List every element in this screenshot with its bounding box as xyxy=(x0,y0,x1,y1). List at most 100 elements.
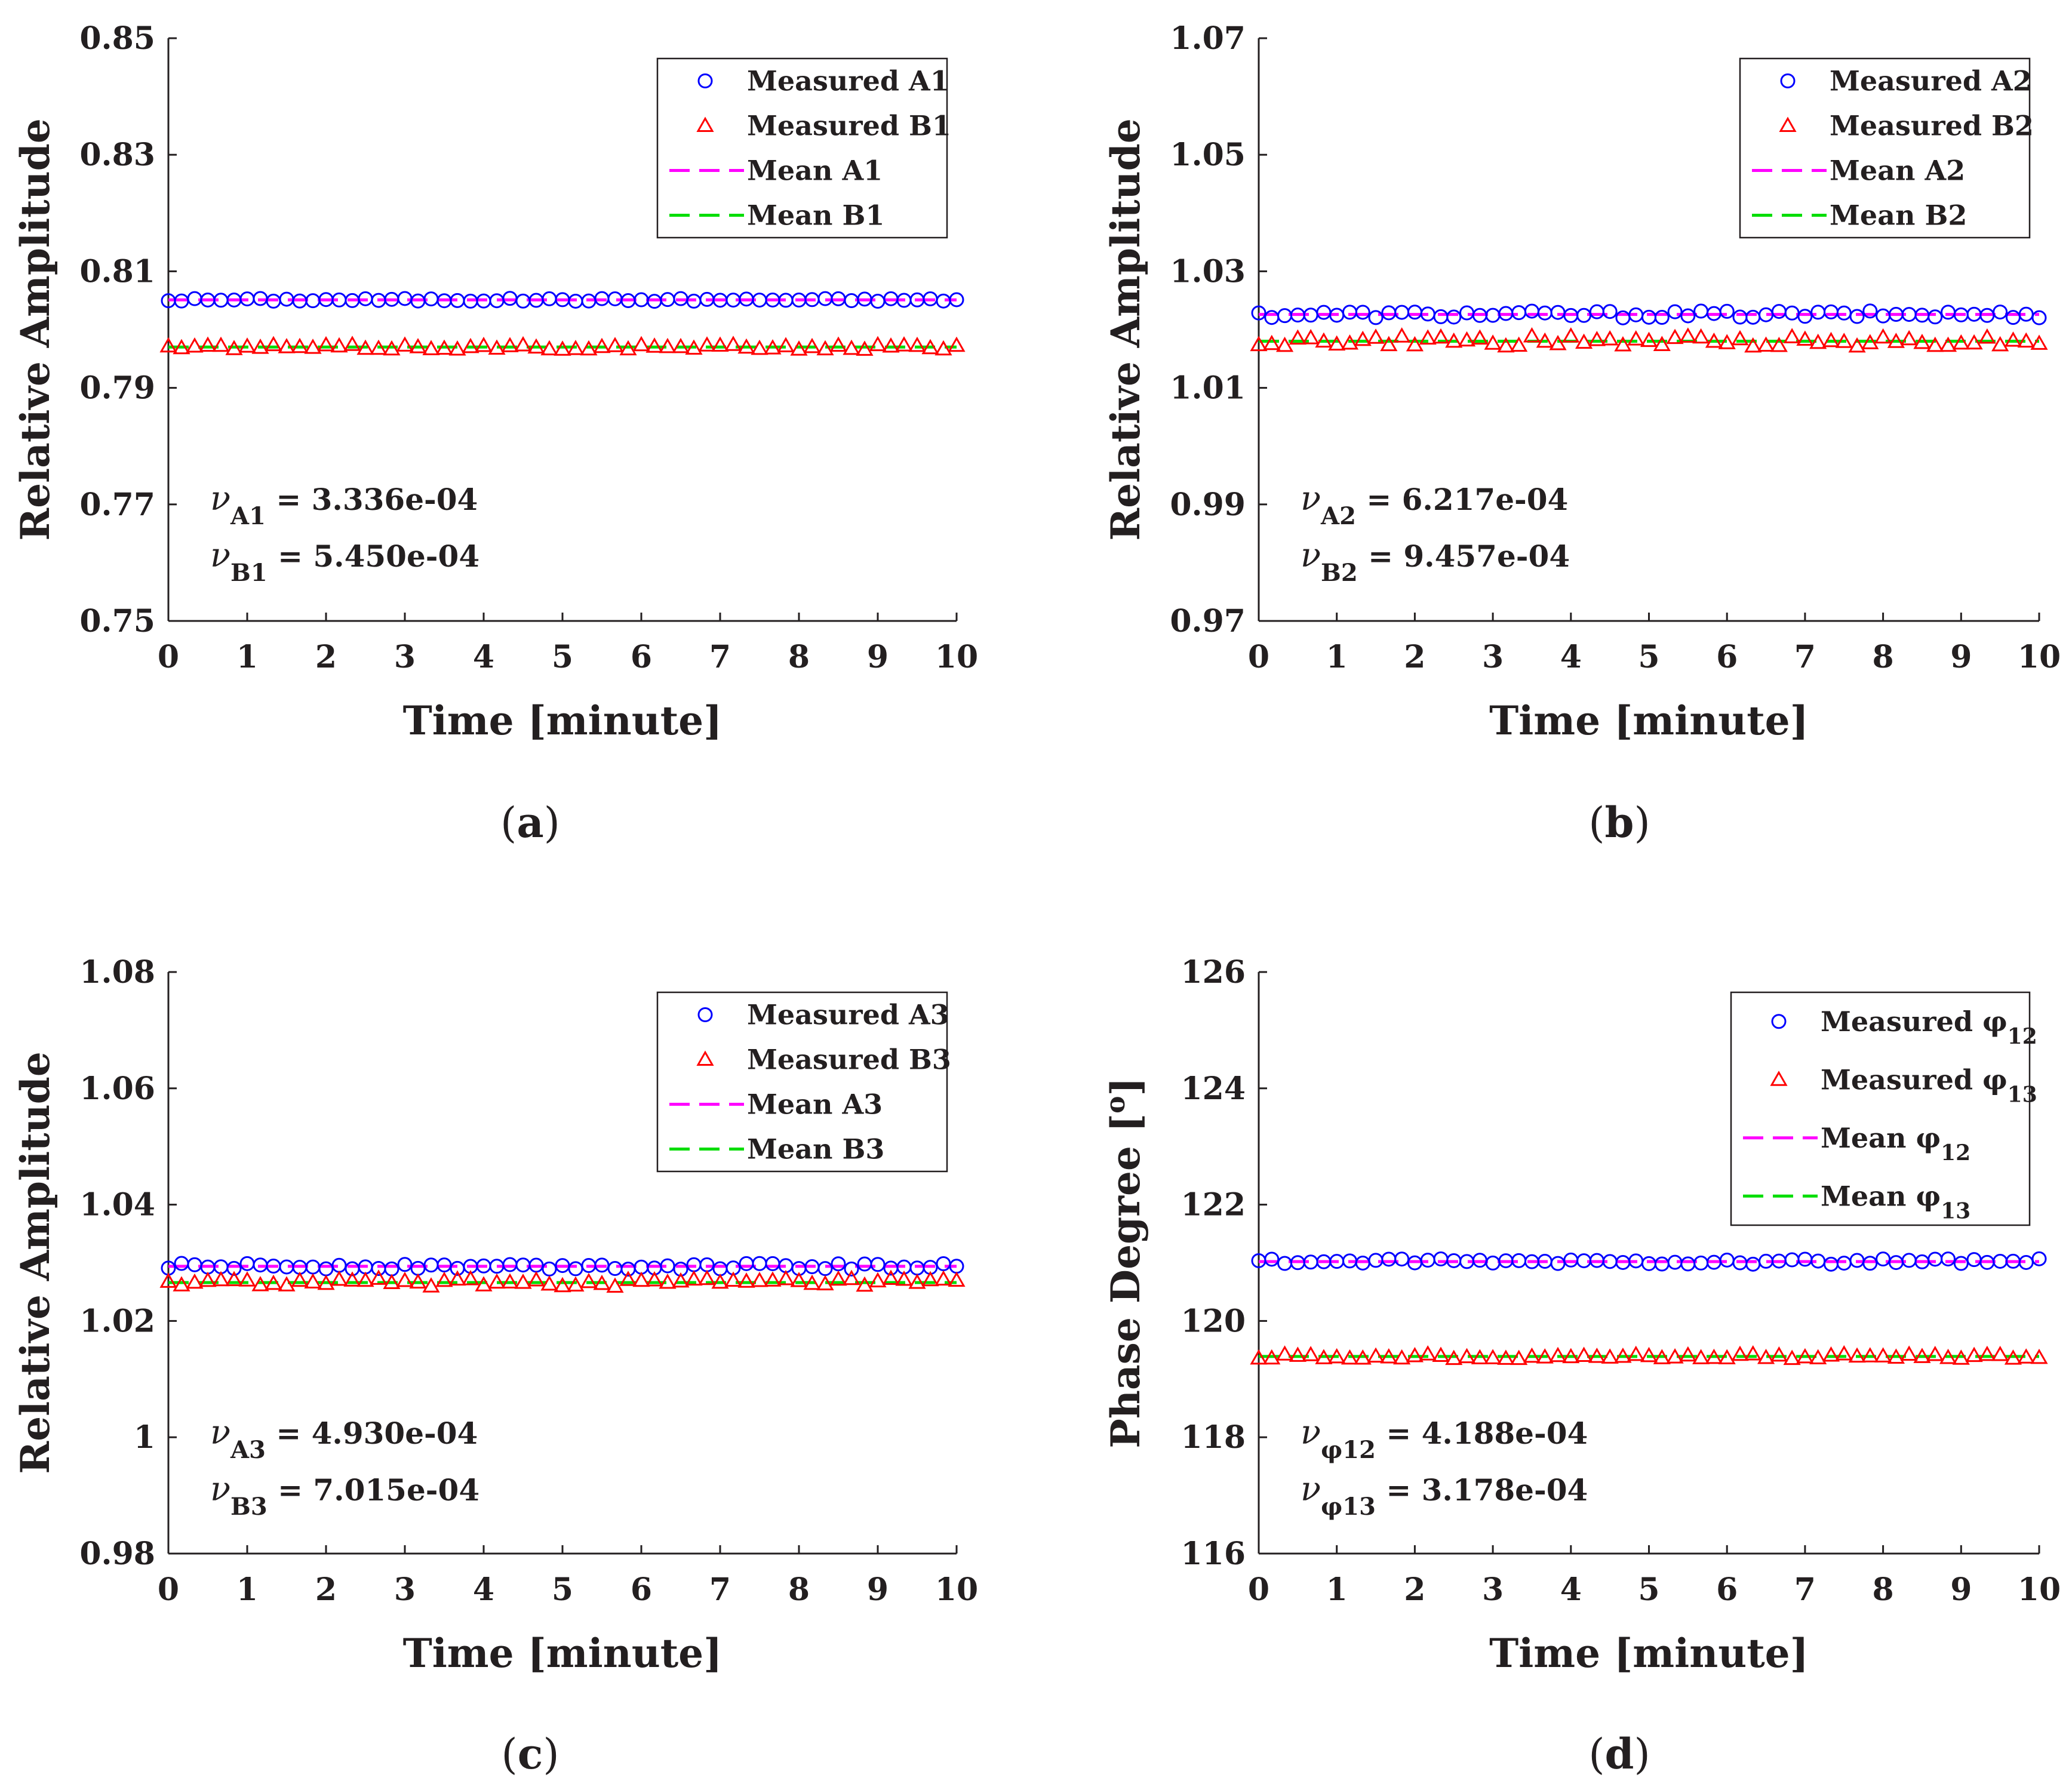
data-point xyxy=(356,339,374,355)
data-point xyxy=(1510,1349,1528,1365)
data-point xyxy=(593,337,611,353)
data-point xyxy=(540,340,558,356)
data-point xyxy=(764,1271,782,1287)
x-tick-label: 4 xyxy=(1560,639,1582,675)
data-point xyxy=(1315,332,1333,348)
data-point xyxy=(159,1272,177,1288)
legend-marker-circle xyxy=(1771,1014,1787,1029)
data-point xyxy=(1341,334,1359,350)
data-point xyxy=(869,1272,887,1288)
data-point xyxy=(370,339,388,355)
data-point xyxy=(278,338,296,353)
data-point xyxy=(1732,309,1748,325)
data-point xyxy=(1381,1251,1397,1267)
y-axis-label: Relative Amplitude xyxy=(12,118,59,541)
data-point xyxy=(1927,1251,1943,1267)
data-point xyxy=(1849,309,1865,324)
data-point xyxy=(1744,1345,1762,1361)
data-point xyxy=(843,1269,860,1285)
y-tick-label: 1.07 xyxy=(1170,20,1246,57)
data-point xyxy=(1328,335,1346,351)
data-point xyxy=(1993,305,2008,320)
data-point xyxy=(1485,307,1501,323)
legend: Measured A2 Measured B2 Mean A2 Mean B2 xyxy=(1739,57,2034,239)
x-tick-label: 0 xyxy=(1248,1571,1269,1608)
data-point xyxy=(409,1273,427,1289)
variance-annotation: νφ12 = 4.188e-04 xyxy=(1301,1413,1588,1464)
x-tick-label: 9 xyxy=(867,639,889,675)
data-point xyxy=(645,1271,663,1287)
data-point xyxy=(632,336,650,352)
data-point xyxy=(1952,1349,1970,1365)
data-point xyxy=(1680,308,1696,324)
data-point xyxy=(777,1269,795,1285)
data-point xyxy=(724,1271,742,1287)
data-point xyxy=(540,1275,558,1291)
data-point xyxy=(856,340,874,356)
legend-box xyxy=(656,57,948,239)
x-tick-label: 0 xyxy=(158,639,179,675)
legend-label: Mean A1 xyxy=(747,155,883,187)
data-point xyxy=(843,339,860,355)
y-tick-label: 1.04 xyxy=(79,1187,155,1223)
data-point xyxy=(527,338,545,354)
data-point xyxy=(1523,1347,1541,1363)
data-point xyxy=(831,1256,846,1272)
data-point xyxy=(1497,1349,1515,1365)
data-point xyxy=(908,1274,926,1289)
data-point xyxy=(1836,1256,1852,1271)
data-point xyxy=(1939,1348,1957,1364)
data-point xyxy=(737,338,755,354)
data-point xyxy=(1328,1348,1346,1364)
x-tick-label: 3 xyxy=(1482,1571,1504,1608)
data-point xyxy=(1354,1349,1372,1365)
data-point xyxy=(1497,337,1515,353)
data-point xyxy=(514,1274,532,1289)
data-point xyxy=(686,1257,702,1272)
chart-panel-b: 0 1 2 3 4 5 6 7 8 9 10 0.97 0.99 1.01 1.03 1.05 1.07 Time… xyxy=(1102,20,2061,847)
y-tick-label: 1.08 xyxy=(79,954,155,991)
data-point xyxy=(422,1277,440,1293)
data-point xyxy=(1251,305,1266,321)
legend-label: Measured φ13 xyxy=(1821,1063,2037,1107)
legend-marker-triangle xyxy=(696,1050,714,1066)
data-point xyxy=(305,293,321,309)
legend-box xyxy=(1730,991,2031,1226)
data-point xyxy=(1550,1256,1566,1271)
y-tick-label: 120 xyxy=(1181,1303,1246,1339)
y-tick-label: 124 xyxy=(1181,1071,1246,1107)
legend-label: Measured B1 xyxy=(747,110,951,142)
data-point xyxy=(396,336,414,352)
y-tick-label: 122 xyxy=(1181,1187,1246,1223)
y-axis-label: Relative Amplitude xyxy=(1102,118,1149,541)
x-tick-label: 2 xyxy=(1404,639,1425,675)
data-point xyxy=(948,1271,966,1287)
data-point xyxy=(317,1274,335,1290)
data-point xyxy=(1614,1347,1632,1363)
data-point xyxy=(1640,331,1658,347)
panel-caption: (b) xyxy=(1588,798,1650,847)
y-tick-label: 126 xyxy=(1181,954,1246,991)
data-point xyxy=(1926,1345,1944,1361)
data-point xyxy=(1511,305,1527,321)
chart-panel-a: 0 1 2 3 4 5 6 7 8 9 10 0.75 0.77 0.79 0.81 0.83 0.85 Time… xyxy=(12,20,978,847)
data-point xyxy=(238,1271,256,1287)
y-tick-label: 0.97 xyxy=(1170,603,1246,639)
data-point xyxy=(1275,1345,1294,1361)
data-point xyxy=(462,337,479,353)
x-axis-label: Time [minute] xyxy=(1489,697,1809,744)
y-axis-label: Relative Amplitude xyxy=(12,1051,59,1474)
data-point xyxy=(251,339,269,354)
data-point xyxy=(1342,305,1357,320)
data-point xyxy=(1485,1255,1501,1271)
data-point xyxy=(672,1272,690,1288)
data-point xyxy=(1848,1347,1866,1363)
data-point xyxy=(1848,337,1866,353)
panel-caption: (d) xyxy=(1588,1729,1650,1779)
data-point xyxy=(1796,330,1814,346)
data-point xyxy=(1549,1346,1567,1363)
data-point xyxy=(1264,1251,1280,1267)
y-tick-label: 0.75 xyxy=(79,603,155,639)
data-point xyxy=(1563,1252,1579,1268)
data-point xyxy=(856,1276,874,1292)
